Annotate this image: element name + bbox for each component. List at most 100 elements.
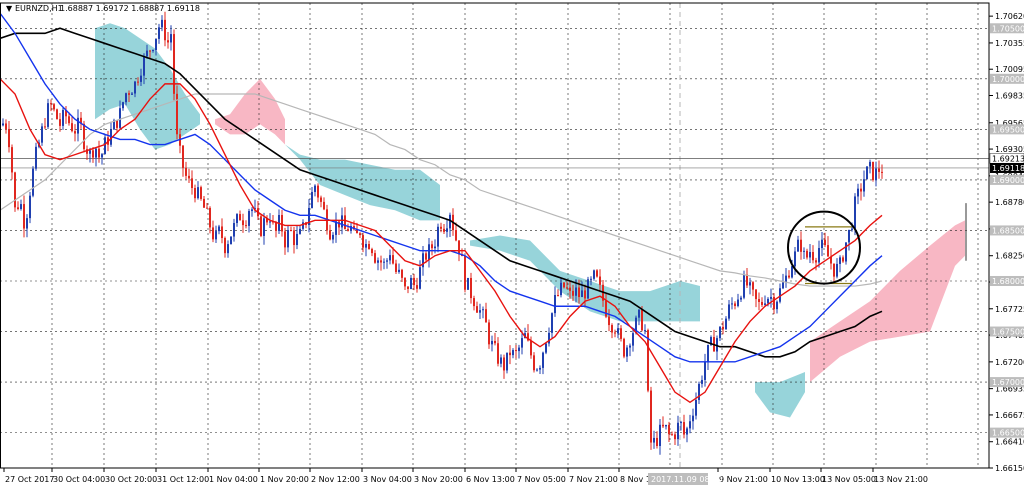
candle-body [494, 340, 496, 344]
candle-body [317, 185, 319, 198]
crosshair-time-tag [648, 473, 708, 485]
level-label-bg [990, 326, 1024, 337]
candle-body [89, 150, 91, 154]
candle-body [338, 221, 340, 228]
candle-body [467, 277, 469, 290]
candle-body [254, 208, 256, 210]
candle-body [590, 278, 592, 280]
candle-body [746, 274, 748, 286]
price-tick-label: 1.66675 [995, 411, 1024, 420]
chart-frame [0, 2, 990, 469]
candle-body [659, 424, 661, 446]
candle-body [653, 437, 655, 443]
candle-body [263, 218, 265, 236]
candle-body [785, 275, 787, 283]
candle-body [710, 337, 712, 345]
candle-body [611, 325, 613, 333]
time-tick-label: 9 Nov 21:00 [719, 475, 768, 484]
candle-body [2, 123, 4, 126]
candle-body [761, 301, 763, 305]
candle-body [788, 275, 790, 278]
candle-body [119, 108, 121, 128]
candle-body [764, 303, 766, 305]
candle-body [359, 233, 361, 236]
price-tick-label: 1.70095 [995, 65, 1024, 74]
candle-body [575, 287, 577, 296]
candle-body [458, 240, 460, 255]
candle-body [737, 299, 739, 307]
candle-body [641, 309, 643, 331]
candle-body [518, 347, 520, 352]
time-tick-label: 30 Oct 04:00 [53, 475, 105, 484]
candle-body [542, 352, 544, 368]
candle-body [530, 340, 532, 356]
candle-body [500, 357, 502, 364]
candle-body [344, 215, 346, 230]
candle-body [722, 326, 724, 330]
candle-body [851, 228, 853, 230]
candle-body [803, 250, 805, 252]
candle-body [734, 303, 736, 307]
candle-body [554, 295, 556, 314]
candle-body [5, 123, 7, 129]
candle-body [194, 187, 196, 199]
candle-body [563, 282, 565, 288]
candle-body [842, 257, 844, 262]
chart-header: ▼ EURNZD,H1 1.68887 1.69172 1.68887 1.69… [6, 4, 200, 13]
collapse-triangle-icon[interactable]: ▼ [6, 4, 13, 13]
candle-body [845, 242, 847, 262]
candle-body [698, 383, 700, 401]
candle-body [863, 179, 865, 192]
candle-body [44, 126, 46, 128]
candle-body [671, 434, 673, 436]
candle-body [614, 332, 616, 334]
candle-body [635, 317, 637, 334]
candle-body [770, 296, 772, 299]
candle-body [725, 318, 727, 330]
candle-body [434, 246, 436, 249]
level-label-bg [990, 73, 1024, 84]
candle-body [449, 214, 451, 229]
candle-body [140, 75, 142, 82]
candle-body [146, 50, 148, 57]
crosshair-time-label: 2017.11.09 08:00 [651, 475, 722, 484]
candle-body [848, 229, 850, 243]
candle-body [269, 221, 271, 223]
price-tick-label: 1.66150 [995, 464, 1024, 473]
candle-body [17, 207, 19, 209]
time-tick-label: 3 Nov 20:00 [414, 475, 463, 484]
level-label: 1.67000 [992, 378, 1024, 387]
candle-body [164, 19, 166, 41]
candle-body [260, 216, 262, 236]
candle-body [401, 269, 403, 278]
time-tick-label: 6 Nov 13:00 [466, 475, 515, 484]
candle-body [719, 326, 721, 339]
candle-body [293, 230, 295, 246]
candle-body [125, 93, 127, 103]
candle-body [104, 137, 106, 155]
candle-body [311, 191, 313, 208]
candle-body [329, 230, 331, 240]
candle-body [356, 229, 358, 234]
time-tick-label: 30 Oct 20:00 [105, 475, 157, 484]
candle-body [398, 269, 400, 272]
candle-body [875, 168, 877, 181]
highlight-circle [787, 210, 861, 285]
candle-body [818, 248, 820, 263]
candle-body [608, 316, 610, 326]
time-tick-label: 1 Nov 04:00 [209, 475, 258, 484]
candle-body [218, 226, 220, 232]
candle-body [431, 244, 433, 249]
price-tick-label: 1.69835 [995, 91, 1024, 100]
candle-body [368, 244, 370, 250]
candle-body [674, 434, 676, 440]
candle-body [572, 290, 574, 296]
current-price-tag [990, 162, 1024, 173]
time-tick-label: 1 Nov 20:00 [260, 475, 309, 484]
candle-body [647, 330, 649, 391]
candle-body [668, 424, 670, 435]
time-tick-label: 8 Nov 13:00 [620, 475, 669, 484]
candle-body [230, 236, 232, 245]
candle-body [782, 282, 784, 289]
